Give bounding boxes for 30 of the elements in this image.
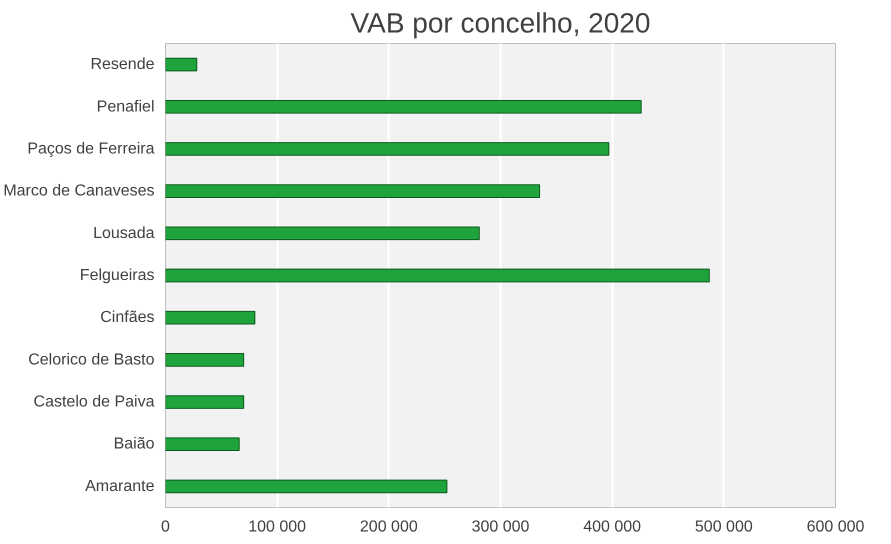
x-tick-label: 600 000 xyxy=(806,518,865,536)
bar xyxy=(166,268,710,282)
chart-title: VAB por concelho, 2020 xyxy=(350,8,650,38)
bar xyxy=(166,58,198,72)
bar xyxy=(166,184,540,198)
y-tick-label: Celorico de Basto xyxy=(28,351,155,368)
bar xyxy=(166,480,448,494)
y-tick-label: Castelo de Paiva xyxy=(34,394,155,411)
bar xyxy=(166,395,244,409)
y-tick-label: Amarante xyxy=(85,478,155,495)
y-tick-label: Penafiel xyxy=(96,98,155,116)
bar xyxy=(166,437,240,452)
bar xyxy=(166,353,244,367)
x-tick-label: 500 000 xyxy=(694,518,753,536)
y-tick-label: Lousada xyxy=(93,224,155,242)
y-tick-label: Cinfães xyxy=(100,309,154,326)
y-tick-label: Resende xyxy=(90,56,155,74)
x-tick-label: 300 000 xyxy=(472,518,530,536)
y-tick-label: Marco de Canaveses xyxy=(3,182,154,200)
bar xyxy=(166,310,256,325)
x-tick-label: 200 000 xyxy=(360,518,418,536)
x-tick-label: 400 000 xyxy=(583,518,642,536)
bar xyxy=(166,100,642,114)
bar xyxy=(166,226,480,240)
y-tick-label: Baião xyxy=(114,436,155,453)
bar xyxy=(166,142,610,156)
y-tick-label: Paços de Ferreira xyxy=(27,140,155,158)
x-tick-label: 0 xyxy=(161,518,170,536)
x-tick-label: 100 000 xyxy=(248,518,306,536)
y-tick-label: Felgueiras xyxy=(80,267,154,284)
